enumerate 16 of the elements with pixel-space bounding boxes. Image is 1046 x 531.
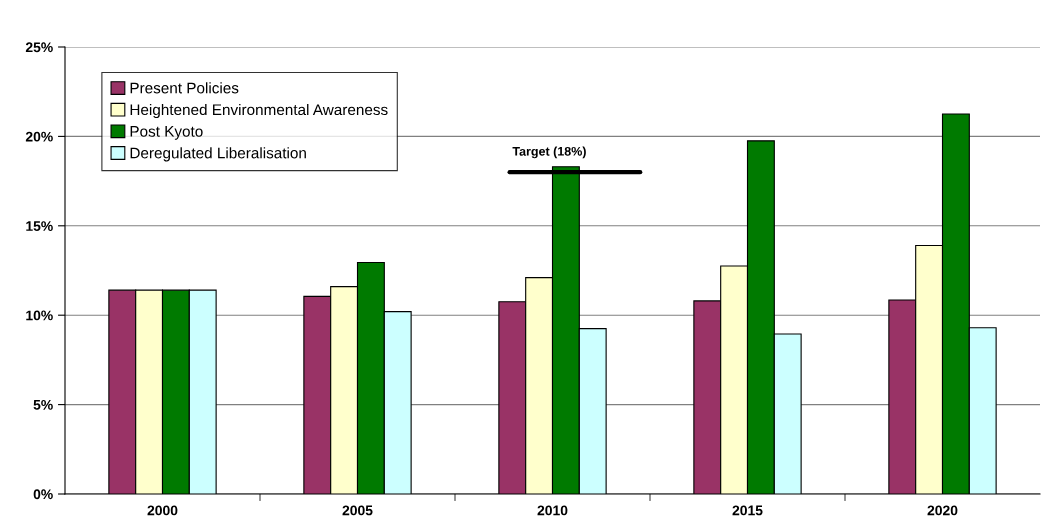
ref-line-label: Target (18%) [512, 146, 586, 159]
legend-label: Deregulated Liberalisation [130, 147, 306, 162]
legend-label: Present Policies [130, 82, 239, 94]
y-tick-label: 15% [26, 221, 53, 231]
x-tick-label: 2020 [927, 505, 958, 516]
y-tick-label: 0% [33, 489, 53, 500]
x-tick-label: 2015 [732, 505, 763, 516]
y-tick-label: 25% [25, 42, 53, 53]
x-tick-label: 2005 [342, 505, 373, 516]
y-tick-label: 20% [25, 131, 53, 142]
y-tick-label: 5% [33, 399, 53, 410]
legend-label: Heightened Environmental Awareness [130, 103, 388, 119]
x-tick-label: 2000 [147, 505, 178, 516]
x-tick-label: 2010 [537, 505, 568, 516]
y-tick-label: 10% [26, 310, 53, 321]
legend-label: Post Kyoto [130, 126, 203, 140]
